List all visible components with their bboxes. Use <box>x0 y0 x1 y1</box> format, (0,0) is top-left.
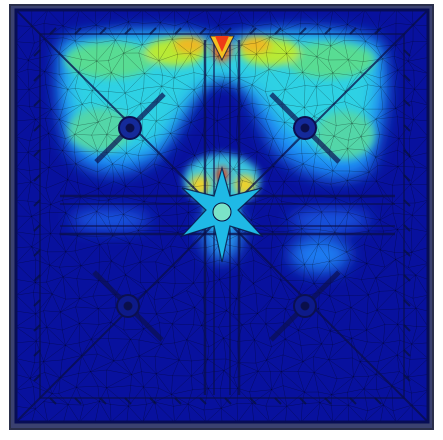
center-node <box>180 35 264 263</box>
bolt-holes <box>92 92 341 342</box>
edge-tick-marks <box>33 27 411 405</box>
edge-ticks <box>33 27 411 405</box>
